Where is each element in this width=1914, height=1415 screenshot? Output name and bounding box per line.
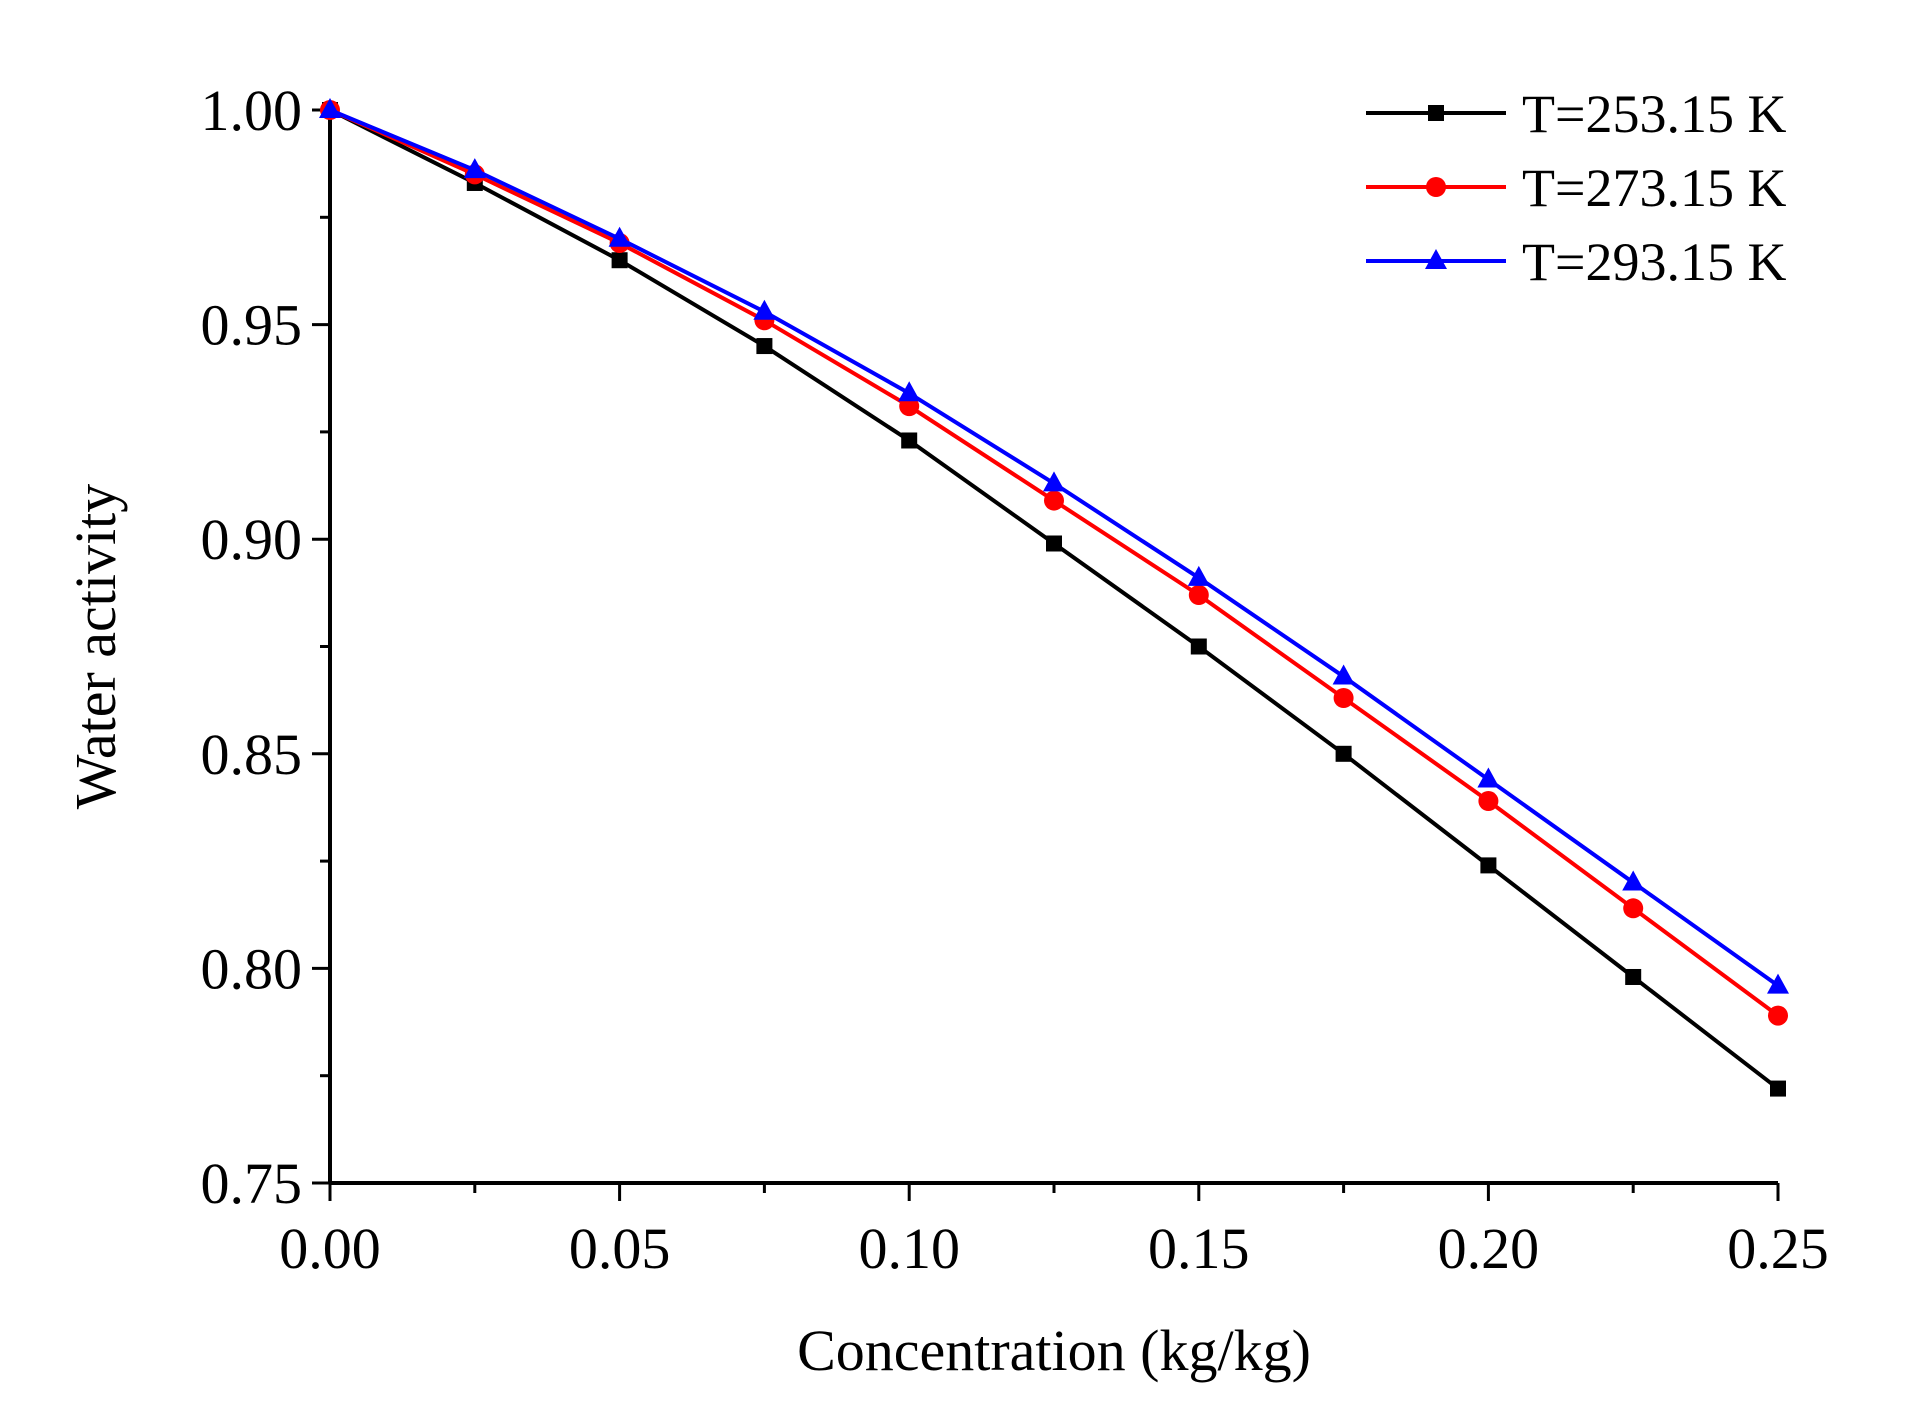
data-point (1768, 1005, 1788, 1026)
data-point (1044, 490, 1064, 511)
legend-marker (1428, 105, 1444, 121)
series-triangle (319, 98, 1789, 994)
y-tick-label: 0.90 (201, 507, 303, 572)
data-point (1478, 791, 1499, 812)
data-point (1187, 565, 1210, 586)
data-point (1622, 870, 1645, 891)
x-tick-label: 0.00 (279, 1216, 381, 1281)
legend-marker (1426, 177, 1446, 197)
data-point (608, 226, 631, 247)
data-point (319, 98, 341, 118)
data-point (1477, 767, 1500, 788)
legend-item: T=293.15 K (1366, 232, 1786, 292)
data-point (1043, 471, 1065, 492)
y-tick-label: 0.75 (201, 1151, 303, 1216)
x-tick-label: 0.10 (858, 1216, 960, 1281)
y-tick-label: 1.00 (201, 78, 303, 143)
x-tick-label: 0.25 (1727, 1216, 1829, 1281)
legend-label: T=253.15 K (1522, 84, 1786, 144)
data-point (1625, 968, 1642, 985)
x-tick-label: 0.05 (569, 1216, 671, 1281)
y-tick-label: 0.95 (201, 293, 303, 358)
legend-item: T=253.15 K (1366, 84, 1786, 144)
data-point (1770, 1080, 1786, 1097)
y-axis-title: Water activity (63, 484, 128, 809)
data-point (1046, 535, 1062, 552)
data-point (1335, 745, 1352, 762)
data-point (753, 299, 776, 320)
data-point (898, 381, 921, 402)
x-tick-label: 0.20 (1438, 1216, 1540, 1281)
data-point (1188, 584, 1209, 605)
series-layer (319, 98, 1789, 1097)
x-axis-title: Concentration (kg/kg) (797, 1318, 1311, 1383)
axis-ticks: 0.00 0.05 0.10 0.15 0.20 0.25 0.75 0.80 0.85 0.90… (201, 78, 1829, 1281)
data-point (756, 338, 773, 355)
y-tick-label: 0.80 (201, 936, 303, 1001)
data-point (1480, 857, 1497, 874)
data-point (1190, 638, 1207, 655)
legend-marker (1425, 249, 1447, 269)
data-point (1623, 898, 1644, 919)
data-point (1332, 664, 1355, 685)
data-point (1767, 973, 1789, 994)
x-tick-label: 0.15 (1148, 1216, 1250, 1281)
legend-item: T=273.15 K (1366, 158, 1786, 218)
legend: T=253.15 K T=273.15 K T=293.15 K (1366, 84, 1786, 292)
legend-label: T=293.15 K (1522, 232, 1786, 292)
legend-label: T=273.15 K (1522, 158, 1786, 218)
data-point (611, 252, 628, 269)
data-point (901, 432, 918, 449)
data-point (463, 158, 486, 179)
data-point (1333, 688, 1354, 709)
y-tick-label: 0.85 (201, 722, 303, 787)
